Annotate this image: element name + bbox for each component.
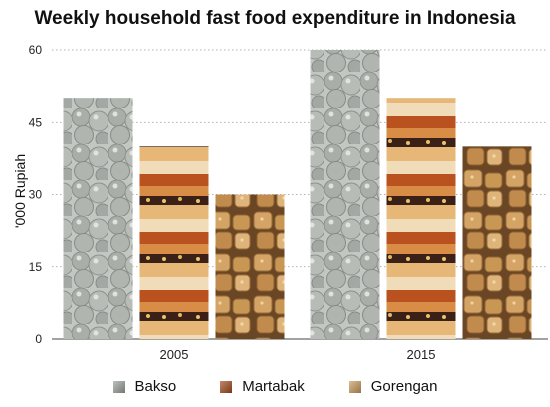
axis-layer: 0 15 30 45 60 2005 2015	[29, 43, 436, 362]
legend-label: Gorengan	[370, 378, 438, 395]
x-tick-label: 2015	[407, 347, 436, 362]
bar-bakso-2015	[310, 50, 380, 339]
y-tick-label: 15	[29, 260, 43, 274]
legend-item-bakso: Bakso	[112, 378, 177, 395]
legend-label: Martabak	[242, 378, 305, 395]
bars-layer	[63, 50, 532, 340]
chart-title: Weekly household fast food expenditure i…	[34, 8, 516, 29]
bar-bakso-2005	[63, 98, 133, 340]
legend-label: Bakso	[134, 378, 177, 395]
x-tick-label: 2005	[160, 347, 189, 362]
y-tick-label: 0	[35, 332, 42, 346]
bar-martabak-2005	[139, 146, 209, 339]
legend-swatch	[220, 380, 233, 393]
legend: Bakso Martabak Gorengan	[0, 378, 550, 395]
bar-martabak-2015	[386, 98, 456, 340]
legend-item-martabak: Martabak	[220, 378, 305, 395]
bar-gorengan-2005	[215, 194, 285, 339]
bar-gorengan-2015	[462, 146, 532, 339]
y-tick-label: 30	[29, 188, 43, 202]
legend-item-gorengan: Gorengan	[348, 378, 438, 395]
y-tick-label: 60	[29, 43, 43, 57]
legend-swatch	[112, 380, 125, 393]
y-tick-label: 45	[29, 115, 43, 129]
legend-swatch	[348, 380, 361, 393]
